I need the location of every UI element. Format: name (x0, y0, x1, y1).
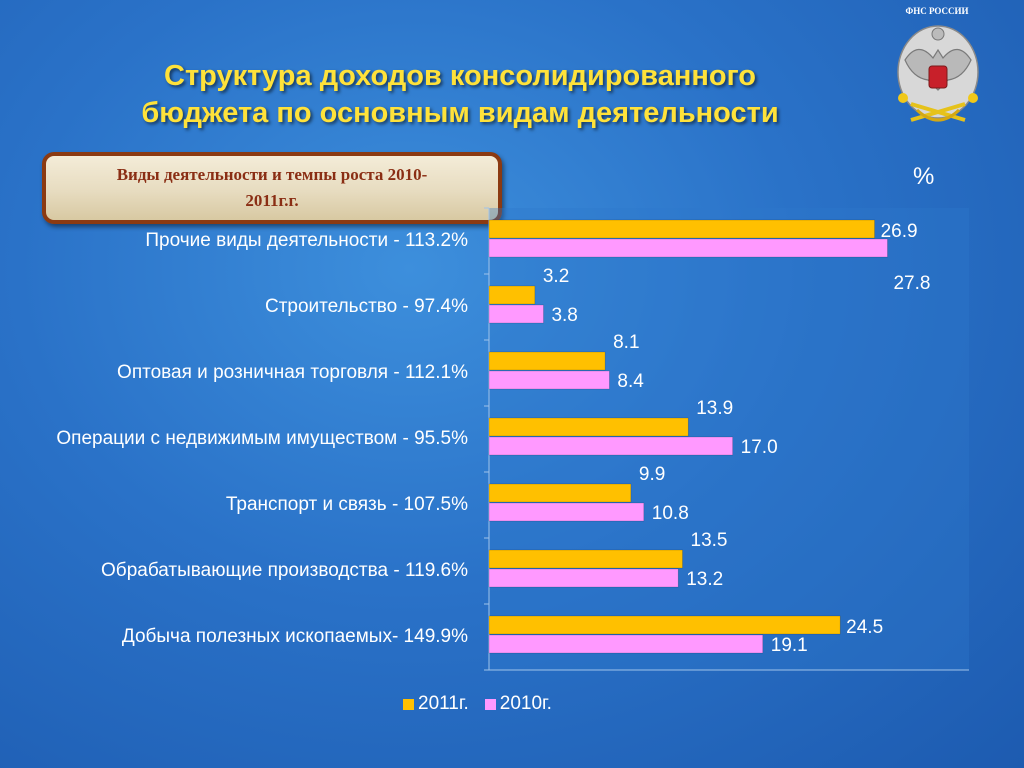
value-label-2010: 3.8 (551, 305, 577, 326)
legend-item-2010: 2010г. (484, 693, 552, 715)
category-label: Транспорт и связь - 107.5% (225, 494, 468, 515)
value-label-2011: 24.5 (846, 617, 883, 638)
value-label-2010: 17.0 (741, 437, 778, 458)
unit-label: % (913, 163, 935, 190)
category-label: Операции с недвижимым имуществом - 95.5% (56, 428, 468, 449)
category-label: Прочие виды деятельности - 113.2% (145, 230, 468, 251)
legend-item-2011: 2011г. (403, 693, 469, 715)
bar-2011 (488, 549, 683, 569)
page-title: Структура доходов консолидированного бюд… (40, 58, 880, 132)
value-label-2011: 13.5 (691, 530, 728, 551)
bar-2011 (488, 285, 536, 305)
category-label: Добыча полезных ископаемых- 149.9% (121, 626, 468, 647)
bar-2011 (488, 615, 841, 635)
bar-2010 (488, 370, 610, 390)
value-label-2010: 8.4 (617, 371, 644, 392)
value-label-2010: 19.1 (771, 635, 808, 656)
tax-service-emblem-icon (897, 25, 979, 122)
value-label-2011: 9.9 (639, 464, 665, 485)
bar-2010 (488, 436, 733, 456)
category-label: Строительство - 97.4% (265, 296, 468, 317)
value-label-2010: 27.8 (893, 273, 930, 294)
bar-2011 (488, 483, 632, 503)
bar-2010 (488, 238, 888, 258)
emblem-caption: ФНС РОССИИ (905, 6, 969, 16)
legend-label-2011: 2011г. (418, 693, 469, 714)
legend: 2011г. 2010г. (403, 693, 568, 715)
value-label-2011: 13.9 (696, 398, 733, 419)
bar-2010 (488, 634, 764, 654)
title-line-2: бюджета по основным видам деятельности (141, 97, 779, 129)
value-label-2010: 13.2 (686, 569, 723, 590)
category-label: Обрабатывающие производства - 119.6% (101, 560, 468, 581)
bar-2010 (488, 304, 544, 324)
box-line-2: 2011г.г. (245, 191, 299, 210)
value-label-2011: 8.1 (613, 332, 639, 353)
legend-swatch-2011 (403, 698, 414, 710)
value-label-2010: 10.8 (652, 503, 689, 524)
legend-label-2010: 2010г. (499, 693, 552, 714)
bar-2011 (488, 351, 606, 371)
legend-swatch-2010 (484, 698, 496, 710)
title-line-1: Структура доходов консолидированного (164, 60, 756, 92)
bar-2010 (488, 568, 679, 588)
category-label: Оптовая и розничная торговля - 112.1% (117, 362, 468, 383)
bar-2010 (488, 502, 645, 522)
box-line-1: Виды деятельности и темпы роста 2010- (116, 165, 428, 184)
category-header-box: Виды деятельности и темпы роста 2010- 20… (42, 152, 502, 224)
value-label-2011: 26.9 (881, 221, 918, 242)
bar-2011 (488, 417, 689, 437)
bar-2011 (488, 219, 875, 239)
value-label-2011: 3.2 (543, 266, 569, 287)
